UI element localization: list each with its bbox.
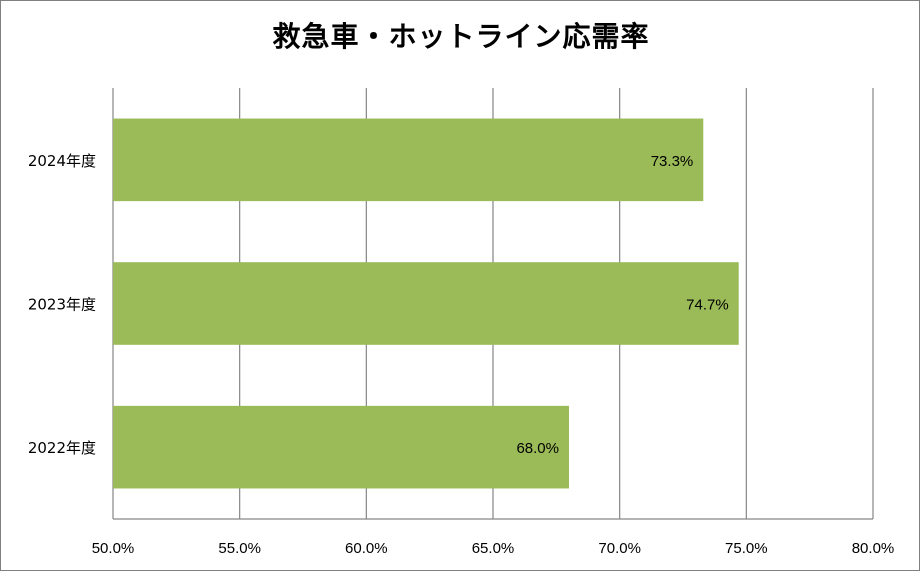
y-category-label: 2024年度 [28, 152, 96, 170]
x-tick-label: 70.0% [598, 540, 641, 557]
x-tick-label: 50.0% [92, 540, 135, 557]
bar [113, 405, 569, 489]
data-label: 74.7% [686, 297, 729, 314]
data-label: 73.3% [651, 153, 694, 170]
x-tick-label: 60.0% [345, 540, 388, 557]
y-axis-labels: 2024年度 2023年度 2022年度 [28, 152, 96, 457]
x-tick-label: 75.0% [725, 540, 768, 557]
data-label: 68.0% [516, 440, 559, 457]
bar [113, 118, 704, 202]
data-labels: 73.3% 74.7% 68.0% [516, 153, 728, 457]
x-tick-label: 55.0% [218, 540, 261, 557]
y-category-label: 2023年度 [28, 296, 96, 314]
x-axis-labels: 50.0% 55.0% 60.0% 65.0% 70.0% 75.0% 80.0% [92, 540, 895, 557]
bar [113, 262, 739, 345]
x-tick-label: 65.0% [472, 540, 515, 557]
y-category-label: 2022年度 [28, 439, 96, 457]
x-tick-label: 80.0% [852, 540, 895, 557]
bars [113, 118, 739, 489]
chart-title: 救急車・ホットライン応需率 [272, 20, 650, 53]
